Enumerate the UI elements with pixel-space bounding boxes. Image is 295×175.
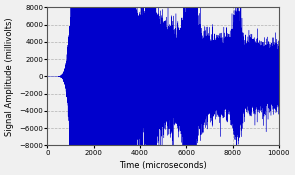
X-axis label: Time (microseconds): Time (microseconds) — [119, 161, 207, 170]
Y-axis label: Signal Amplitude (millivolts): Signal Amplitude (millivolts) — [5, 17, 14, 136]
